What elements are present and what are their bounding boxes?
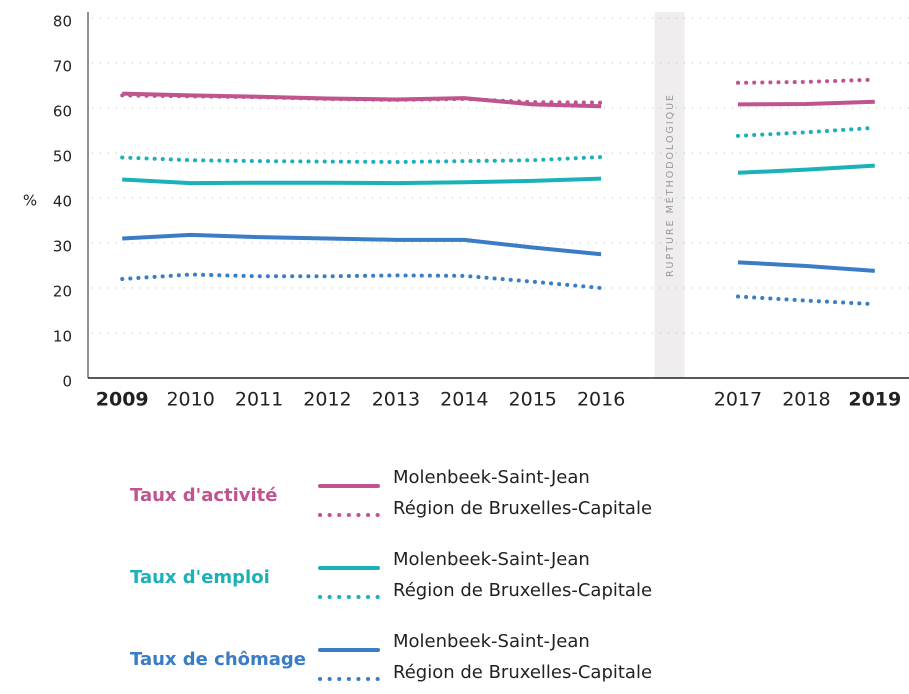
legend-group: Taux de chômage xyxy=(130,649,306,670)
x-tick-label: 2015 xyxy=(509,389,557,411)
y-tick-label: 10 xyxy=(53,328,72,346)
y-tick-label: 80 xyxy=(53,13,72,31)
x-tick-label: 2013 xyxy=(372,389,420,411)
legend-label: Région de Bruxelles-Capitale xyxy=(393,662,652,683)
x-tick-label: 2018 xyxy=(782,389,830,411)
series-line xyxy=(737,163,875,175)
series-line xyxy=(120,155,604,165)
legend-group: Taux d'emploi xyxy=(130,567,270,588)
rupture-label: RUPTURE MÉTHODOLOGIQUE xyxy=(664,93,676,277)
legend-label: Molenbeek-Saint-Jean xyxy=(393,631,590,652)
series-line xyxy=(737,260,875,273)
legend-label: Molenbeek-Saint-Jean xyxy=(393,467,590,488)
x-tick-label: 2010 xyxy=(166,389,214,411)
series-line xyxy=(735,294,877,307)
y-axis-label: % xyxy=(23,192,37,210)
x-tick-label: 2016 xyxy=(577,389,625,411)
y-tick-label: 20 xyxy=(53,283,72,301)
y-tick-label: 0 xyxy=(62,373,72,391)
rupture-band xyxy=(654,12,685,378)
series-line xyxy=(735,125,877,138)
legend-label: Région de Bruxelles-Capitale xyxy=(393,498,652,519)
series-line xyxy=(735,77,877,85)
legend-label: Molenbeek-Saint-Jean xyxy=(393,549,590,570)
y-tick-label: 50 xyxy=(53,148,72,166)
y-tick-label: 60 xyxy=(53,103,72,121)
legend-group: Taux d'activité xyxy=(130,485,278,506)
series-line xyxy=(120,93,604,105)
y-tick-label: 70 xyxy=(53,58,72,76)
series-line xyxy=(737,99,875,107)
x-tick-label: 2014 xyxy=(440,389,488,411)
series-line xyxy=(120,272,604,290)
x-tick-label: 2012 xyxy=(303,389,351,411)
x-tick-label: 2019 xyxy=(848,389,901,411)
x-tick-label: 2011 xyxy=(235,389,283,411)
legend-label: Région de Bruxelles-Capitale xyxy=(393,580,652,601)
x-tick-label: 2017 xyxy=(714,389,762,411)
x-tick-label: 2009 xyxy=(96,389,149,411)
series-line xyxy=(122,176,602,186)
series-line xyxy=(122,232,602,257)
y-tick-label: 30 xyxy=(53,238,72,256)
y-tick-label: 40 xyxy=(53,193,72,211)
